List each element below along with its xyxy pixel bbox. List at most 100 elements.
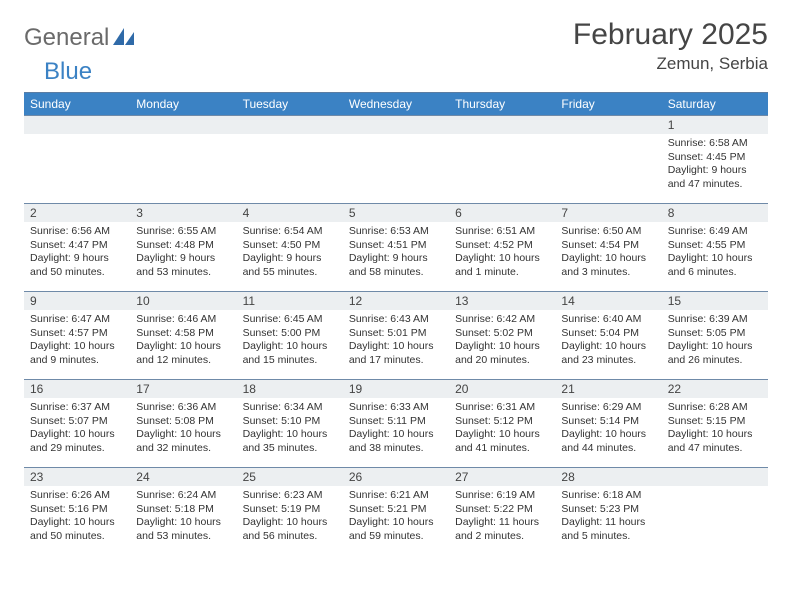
- sunrise-line: Sunrise: 6:18 AM: [561, 489, 655, 503]
- sunrise-line: Sunrise: 6:53 AM: [349, 225, 443, 239]
- sunset-line: Sunset: 4:47 PM: [30, 239, 124, 253]
- day-cell: 16 Sunrise: 6:37 AMSunset: 5:07 PMDayligh…: [24, 380, 130, 468]
- empty-cell: [237, 116, 343, 204]
- sunrise-line: Sunrise: 6:33 AM: [349, 401, 443, 415]
- sunset-line: Sunset: 5:02 PM: [455, 327, 549, 341]
- sunset-line: Sunset: 5:21 PM: [349, 503, 443, 517]
- weekday-header: Tuesday: [237, 93, 343, 116]
- day-number: 10: [130, 292, 236, 310]
- location: Zemun, Serbia: [573, 54, 768, 74]
- day-number: 17: [130, 380, 236, 398]
- weekday-header: Monday: [130, 93, 236, 116]
- sunrise-line: Sunrise: 6:49 AM: [668, 225, 762, 239]
- weekday-header: Saturday: [662, 93, 768, 116]
- daylight-line: Daylight: 10 hours and 3 minutes.: [561, 252, 655, 279]
- sunrise-line: Sunrise: 6:28 AM: [668, 401, 762, 415]
- day-number: 19: [343, 380, 449, 398]
- sunset-line: Sunset: 5:22 PM: [455, 503, 549, 517]
- day-number: 2: [24, 204, 130, 222]
- brand-logo: General: [24, 24, 137, 52]
- daylight-line: Daylight: 10 hours and 20 minutes.: [455, 340, 549, 367]
- day-number: 12: [343, 292, 449, 310]
- sunrise-line: Sunrise: 6:50 AM: [561, 225, 655, 239]
- sunset-line: Sunset: 5:00 PM: [243, 327, 337, 341]
- daylight-line: Daylight: 10 hours and 50 minutes.: [30, 516, 124, 543]
- sunrise-line: Sunrise: 6:23 AM: [243, 489, 337, 503]
- sunrise-line: Sunrise: 6:43 AM: [349, 313, 443, 327]
- daylight-line: Daylight: 10 hours and 59 minutes.: [349, 516, 443, 543]
- day-cell: 15Sunrise: 6:39 AMSunset: 5:05 PMDayligh…: [662, 292, 768, 380]
- day-details: Sunrise: 6:19 AMSunset: 5:22 PMDaylight:…: [449, 486, 555, 548]
- sunset-line: Sunset: 5:16 PM: [30, 503, 124, 517]
- day-details: Sunrise: 6:45 AMSunset: 5:00 PMDaylight:…: [237, 310, 343, 372]
- calendar-body: 1Sunrise: 6:58 AMSunset: 4:45 PMDaylight…: [24, 116, 768, 556]
- day-details: Sunrise: 6:47 AMSunset: 4:57 PMDaylight:…: [24, 310, 130, 372]
- day-number: 14: [555, 292, 661, 310]
- sunrise-line: Sunrise: 6:39 AM: [668, 313, 762, 327]
- sunrise-line: Sunrise: 6:21 AM: [349, 489, 443, 503]
- day-details: Sunrise: 6:58 AMSunset: 4:45 PMDaylight:…: [662, 134, 768, 196]
- calendar-row: 16Sunrise: 6:37 AMSunset: 5:07 PMDayligh…: [24, 380, 768, 468]
- daylight-line: Daylight: 10 hours and 29 minutes.: [30, 428, 124, 455]
- day-details: Sunrise: 6:46 AMSunset: 4:58 PMDaylight:…: [130, 310, 236, 372]
- day-number: 27: [449, 468, 555, 486]
- day-details: Sunrise: 6:42 AMSunset: 5:02 PMDaylight:…: [449, 310, 555, 372]
- empty-cell: [555, 116, 661, 204]
- daylight-line: Daylight: 11 hours and 2 minutes.: [455, 516, 549, 543]
- day-cell: 4Sunrise: 6:54 AMSunset: 4:50 PMDaylight…: [237, 204, 343, 292]
- daylight-line: Daylight: 10 hours and 53 minutes.: [136, 516, 230, 543]
- day-number: 16: [24, 380, 130, 398]
- daylight-line: Daylight: 10 hours and 56 minutes.: [243, 516, 337, 543]
- day-number: 21: [555, 380, 661, 398]
- day-number: [130, 116, 236, 134]
- day-number: 20: [449, 380, 555, 398]
- day-details: Sunrise: 6:55 AMSunset: 4:48 PMDaylight:…: [130, 222, 236, 284]
- sunrise-line: Sunrise: 6:42 AM: [455, 313, 549, 327]
- day-cell: 18Sunrise: 6:34 AMSunset: 5:10 PMDayligh…: [237, 380, 343, 468]
- weekday-header: Friday: [555, 93, 661, 116]
- brand-sail-icon: [113, 28, 135, 49]
- sunrise-line: Sunrise: 6:47 AM: [30, 313, 124, 327]
- sunrise-line: Sunrise: 6:37 AM: [30, 401, 124, 415]
- daylight-line: Daylight: 10 hours and 26 minutes.: [668, 340, 762, 367]
- daylight-line: Daylight: 10 hours and 44 minutes.: [561, 428, 655, 455]
- day-cell: 24Sunrise: 6:24 AMSunset: 5:18 PMDayligh…: [130, 468, 236, 556]
- month-title: February 2025: [573, 18, 768, 52]
- daylight-line: Daylight: 9 hours and 55 minutes.: [243, 252, 337, 279]
- day-number: 15: [662, 292, 768, 310]
- daylight-line: Daylight: 10 hours and 35 minutes.: [243, 428, 337, 455]
- sunrise-line: Sunrise: 6:54 AM: [243, 225, 337, 239]
- day-number: 23: [24, 468, 130, 486]
- sunrise-line: Sunrise: 6:56 AM: [30, 225, 124, 239]
- sunrise-line: Sunrise: 6:51 AM: [455, 225, 549, 239]
- day-details: Sunrise: 6:43 AMSunset: 5:01 PMDaylight:…: [343, 310, 449, 372]
- empty-cell: [449, 116, 555, 204]
- daylight-line: Daylight: 9 hours and 53 minutes.: [136, 252, 230, 279]
- empty-cell: [662, 468, 768, 556]
- day-number: 25: [237, 468, 343, 486]
- sunset-line: Sunset: 4:54 PM: [561, 239, 655, 253]
- day-number: 26: [343, 468, 449, 486]
- day-details: Sunrise: 6:53 AMSunset: 4:51 PMDaylight:…: [343, 222, 449, 284]
- sunrise-line: Sunrise: 6:46 AM: [136, 313, 230, 327]
- sunset-line: Sunset: 5:11 PM: [349, 415, 443, 429]
- empty-cell: [24, 116, 130, 204]
- sunset-line: Sunset: 4:58 PM: [136, 327, 230, 341]
- sunrise-line: Sunrise: 6:24 AM: [136, 489, 230, 503]
- sunset-line: Sunset: 5:10 PM: [243, 415, 337, 429]
- brand-word2: Blue: [44, 58, 92, 86]
- daylight-line: Daylight: 10 hours and 12 minutes.: [136, 340, 230, 367]
- day-details: Sunrise: 6:49 AMSunset: 4:55 PMDaylight:…: [662, 222, 768, 284]
- sunset-line: Sunset: 5:12 PM: [455, 415, 549, 429]
- sunset-line: Sunset: 5:07 PM: [30, 415, 124, 429]
- day-number: [343, 116, 449, 134]
- day-details: Sunrise: 6:34 AMSunset: 5:10 PMDaylight:…: [237, 398, 343, 460]
- sunset-line: Sunset: 5:15 PM: [668, 415, 762, 429]
- day-cell: 2Sunrise: 6:56 AMSunset: 4:47 PMDaylight…: [24, 204, 130, 292]
- day-details: Sunrise: 6:31 AMSunset: 5:12 PMDaylight:…: [449, 398, 555, 460]
- day-details: Sunrise: 6:28 AMSunset: 5:15 PMDaylight:…: [662, 398, 768, 460]
- day-number: 7: [555, 204, 661, 222]
- day-details: Sunrise: 6:51 AMSunset: 4:52 PMDaylight:…: [449, 222, 555, 284]
- day-number: [237, 116, 343, 134]
- day-details: Sunrise: 6:33 AMSunset: 5:11 PMDaylight:…: [343, 398, 449, 460]
